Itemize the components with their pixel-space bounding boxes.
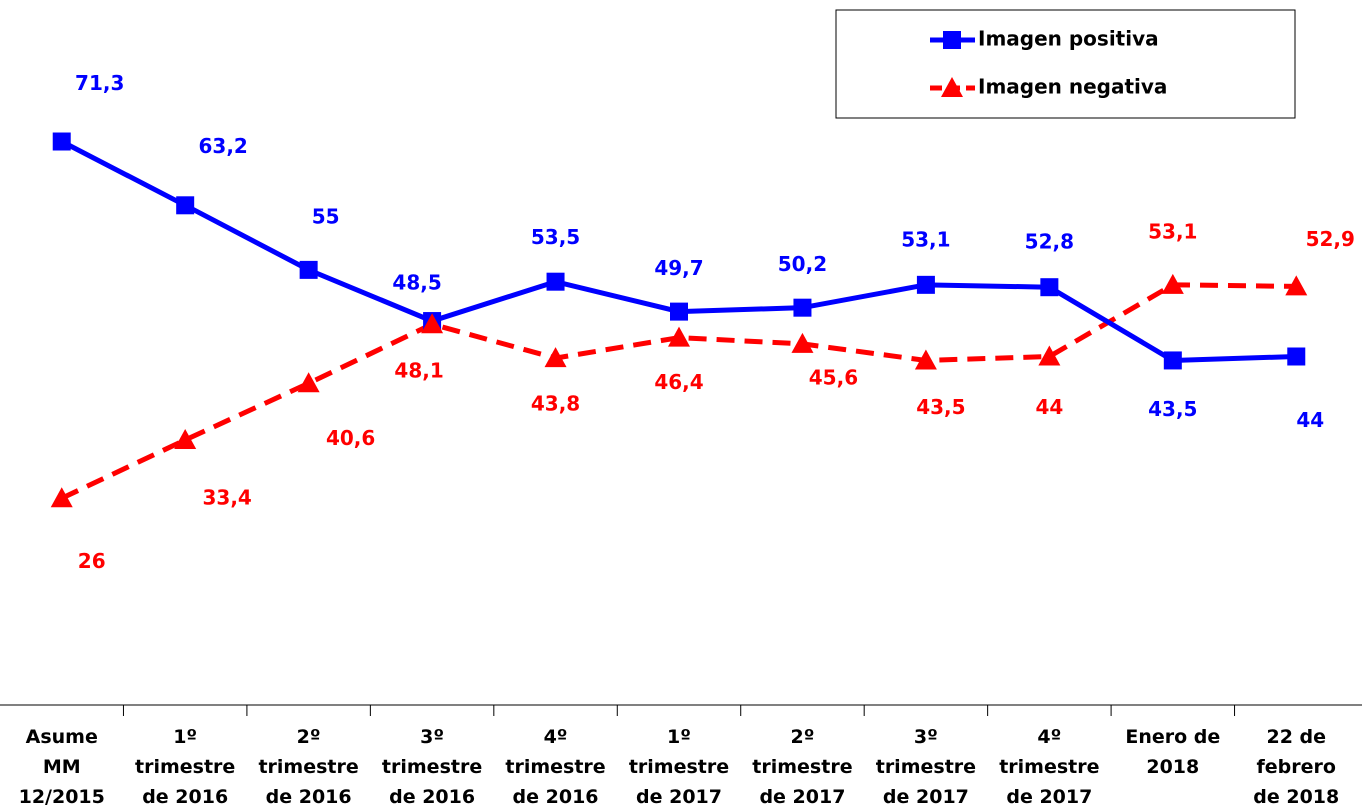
x-tick-label: 1º trimestre de 2016	[123, 722, 246, 808]
data-label: 48,1	[394, 359, 443, 383]
data-label: 40,6	[326, 426, 375, 450]
data-label: 55	[312, 204, 340, 228]
x-tick-label-box: Asume MM 12/2015	[0, 722, 123, 808]
data-label: 43,5	[916, 395, 965, 419]
data-label: 63,2	[199, 134, 248, 158]
x-tick-label-box: 4º trimestre de 2017	[988, 722, 1111, 808]
x-tick-label-box: 3º trimestre de 2016	[370, 722, 493, 808]
point-marker	[1164, 351, 1182, 369]
point-marker	[547, 273, 565, 291]
point-marker	[917, 276, 935, 294]
point-marker	[793, 299, 811, 317]
data-label: 44	[1035, 395, 1063, 419]
x-tick-label: 3º trimestre de 2016	[370, 722, 493, 808]
x-tick-label: 4º trimestre de 2017	[988, 722, 1111, 808]
data-label: 53,5	[531, 225, 580, 249]
x-tick-label-box: 1º trimestre de 2017	[617, 722, 740, 808]
point-marker	[670, 303, 688, 321]
data-label: 50,2	[778, 252, 827, 276]
data-label: 26	[78, 549, 106, 573]
x-tick-label-box: 2º trimestre de 2017	[741, 722, 864, 808]
data-label: 45,6	[809, 365, 858, 389]
x-tick-label: Enero de 2018	[1111, 722, 1234, 782]
x-tick-label-box: 1º trimestre de 2016	[123, 722, 246, 808]
point-marker	[1287, 348, 1305, 366]
legend-label: Imagen negativa	[978, 75, 1167, 99]
x-tick-label: 1º trimestre de 2017	[617, 722, 740, 808]
data-label: 52,8	[1025, 230, 1074, 254]
x-tick-label-box: Enero de 2018	[1111, 722, 1234, 808]
point-marker	[1038, 346, 1060, 366]
data-label: 46,4	[654, 370, 703, 394]
data-label: 44	[1296, 408, 1324, 432]
legend-marker	[943, 31, 961, 49]
x-tick-label-box: 22 de febrero de 2018	[1235, 722, 1358, 808]
x-tick-label: 3º trimestre de 2017	[864, 722, 987, 808]
data-label: 53,1	[901, 227, 950, 251]
legend-label: Imagen positiva	[978, 27, 1159, 51]
data-label: 53,1	[1148, 219, 1197, 243]
data-label: 52,9	[1306, 227, 1355, 251]
x-tick-label-box: 3º trimestre de 2017	[864, 722, 987, 808]
point-marker	[298, 372, 320, 392]
data-label: 43,8	[531, 392, 580, 416]
x-tick-label-box: 2º trimestre de 2016	[247, 722, 370, 808]
chart: Asume MM 12/20151º trimestre de 20162º t…	[0, 0, 1362, 808]
x-tick-label: 2º trimestre de 2016	[247, 722, 370, 808]
x-tick-label: 4º trimestre de 2016	[494, 722, 617, 808]
data-label: 43,5	[1148, 397, 1197, 421]
point-marker	[300, 261, 318, 279]
x-tick-label: 2º trimestre de 2017	[741, 722, 864, 808]
x-tick-label: Asume MM 12/2015	[0, 722, 123, 808]
data-label: 49,7	[654, 256, 703, 280]
point-marker	[176, 196, 194, 214]
x-tick-label: 22 de febrero de 2018	[1235, 722, 1358, 808]
data-label: 33,4	[203, 485, 252, 509]
point-marker	[53, 133, 71, 151]
point-marker	[1040, 278, 1058, 296]
x-tick-label-box: 4º trimestre de 2016	[494, 722, 617, 808]
data-label: 71,3	[75, 71, 124, 95]
data-label: 48,5	[392, 271, 441, 295]
